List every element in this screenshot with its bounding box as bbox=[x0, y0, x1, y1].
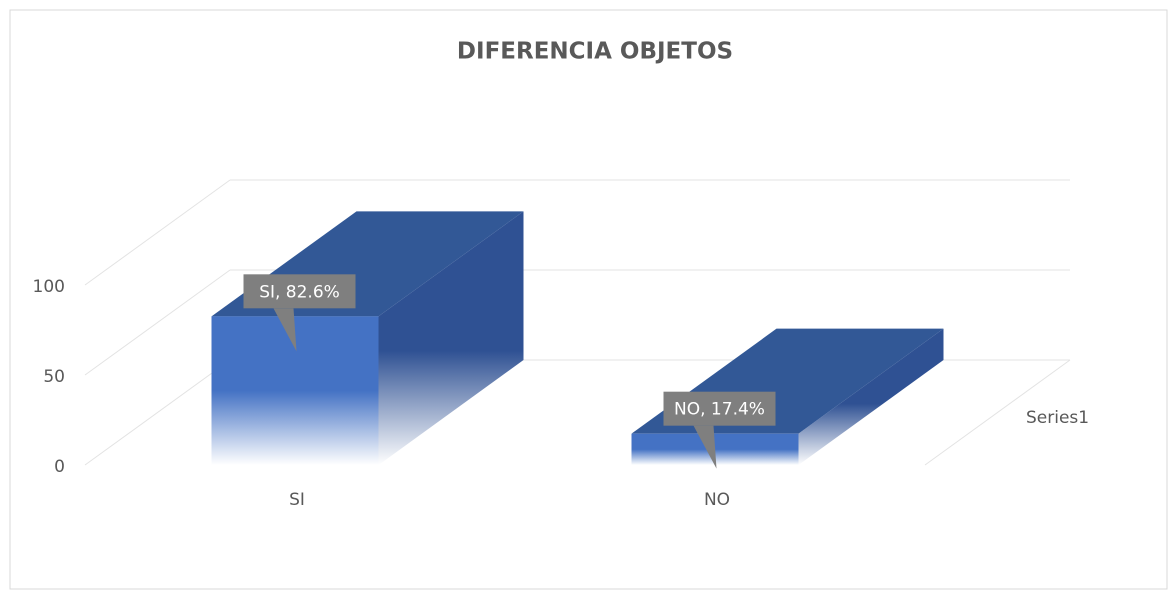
floor-edge bbox=[924, 359, 1071, 466]
y-tick-label: 100 bbox=[33, 277, 65, 297]
label-pointer bbox=[273, 308, 297, 352]
y-tick-label: 0 bbox=[54, 457, 65, 477]
chart-title: DIFERENCIA OBJETOS bbox=[457, 39, 733, 65]
x-tick-label: SI bbox=[289, 490, 305, 510]
grid-line bbox=[84, 359, 231, 466]
legend-entry: Series1 bbox=[1026, 408, 1089, 428]
data-label-box bbox=[243, 274, 356, 309]
data-label: SI, 82.6% bbox=[259, 282, 340, 302]
chart-frame bbox=[9, 9, 1168, 590]
label-pointer bbox=[693, 425, 717, 469]
bar-side bbox=[378, 211, 524, 465]
bar-side bbox=[798, 328, 944, 465]
x-tick-label: NO bbox=[704, 490, 730, 510]
grid-line bbox=[84, 269, 231, 376]
y-tick-label: 50 bbox=[43, 367, 65, 387]
grid-line bbox=[84, 179, 231, 286]
data-label-box bbox=[663, 391, 776, 426]
data-label: NO, 17.4% bbox=[674, 400, 765, 420]
